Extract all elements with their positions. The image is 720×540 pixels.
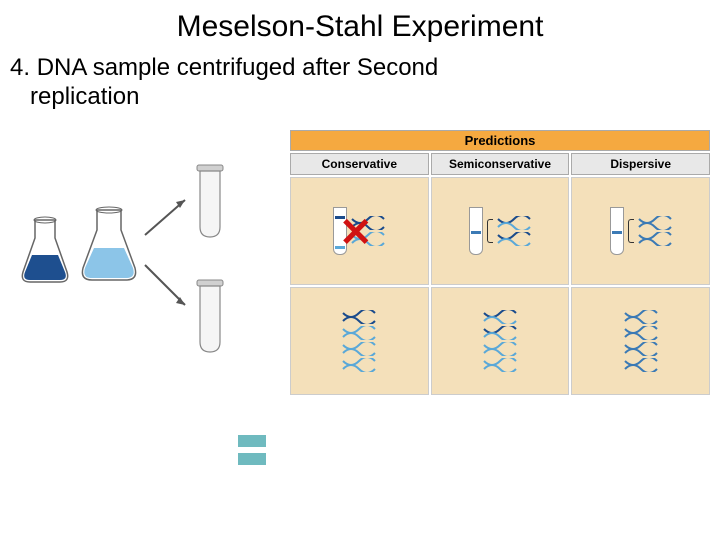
flask-heavy bbox=[22, 217, 67, 282]
dna-helix-icon bbox=[638, 232, 672, 246]
predictions-row-2 bbox=[290, 287, 710, 395]
dna-helix-icon bbox=[342, 326, 376, 340]
step-number: 4. bbox=[10, 54, 30, 81]
predictions-column-headers: Conservative Semiconservative Dispersive bbox=[290, 153, 710, 175]
mini-tube-icon bbox=[469, 207, 483, 255]
page-title: Meselson-Stahl Experiment bbox=[0, 0, 720, 44]
helix-stack bbox=[638, 216, 672, 246]
dna-helix-icon bbox=[483, 310, 517, 324]
dna-helix-icon bbox=[342, 358, 376, 372]
dna-helix-icon bbox=[342, 342, 376, 356]
predictions-table: Predictions Conservative Semiconservativ… bbox=[290, 130, 710, 395]
mini-tube-icon bbox=[610, 207, 624, 255]
predictions-header: Predictions bbox=[290, 130, 710, 151]
cell-r2-dispersive bbox=[571, 287, 710, 395]
centrifuge-tube-1 bbox=[197, 165, 223, 237]
helix-stack bbox=[497, 216, 531, 246]
dna-helix-icon bbox=[624, 342, 658, 356]
helix-stack bbox=[624, 310, 658, 372]
dna-helix-icon bbox=[497, 216, 531, 230]
centrifuge-tube-2 bbox=[197, 280, 223, 352]
step-text: 4. DNA sample centrifuged after Second r… bbox=[0, 44, 720, 112]
brace-icon bbox=[487, 219, 493, 243]
helix-stack bbox=[342, 310, 376, 372]
col-header-semiconservative: Semiconservative bbox=[431, 153, 570, 175]
red-x-icon: ✕ bbox=[339, 210, 373, 256]
experiment-diagram bbox=[0, 160, 280, 410]
flask-light bbox=[82, 207, 135, 280]
teal-bars-icon bbox=[238, 435, 266, 471]
cell-r1-conservative: ✕ bbox=[290, 177, 429, 285]
dna-helix-icon bbox=[638, 216, 672, 230]
dna-helix-icon bbox=[483, 342, 517, 356]
dna-helix-icon bbox=[624, 358, 658, 372]
helix-stack bbox=[483, 310, 517, 372]
cell-r2-conservative bbox=[290, 287, 429, 395]
predictions-row-1: ✕ bbox=[290, 177, 710, 285]
step-desc-line2: replication bbox=[30, 83, 139, 110]
dna-helix-icon bbox=[497, 232, 531, 246]
cell-r2-semiconservative bbox=[431, 287, 570, 395]
dna-helix-icon bbox=[483, 326, 517, 340]
col-header-dispersive: Dispersive bbox=[571, 153, 710, 175]
dna-helix-icon bbox=[624, 326, 658, 340]
col-header-conservative: Conservative bbox=[290, 153, 429, 175]
dna-helix-icon bbox=[624, 310, 658, 324]
dna-helix-icon bbox=[342, 310, 376, 324]
dna-helix-icon bbox=[483, 358, 517, 372]
cell-r1-dispersive bbox=[571, 177, 710, 285]
step-desc-line1: DNA sample centrifuged after Second bbox=[37, 54, 439, 81]
cell-r1-semiconservative bbox=[431, 177, 570, 285]
brace-icon bbox=[628, 219, 634, 243]
flask-tube-svg bbox=[0, 160, 280, 410]
